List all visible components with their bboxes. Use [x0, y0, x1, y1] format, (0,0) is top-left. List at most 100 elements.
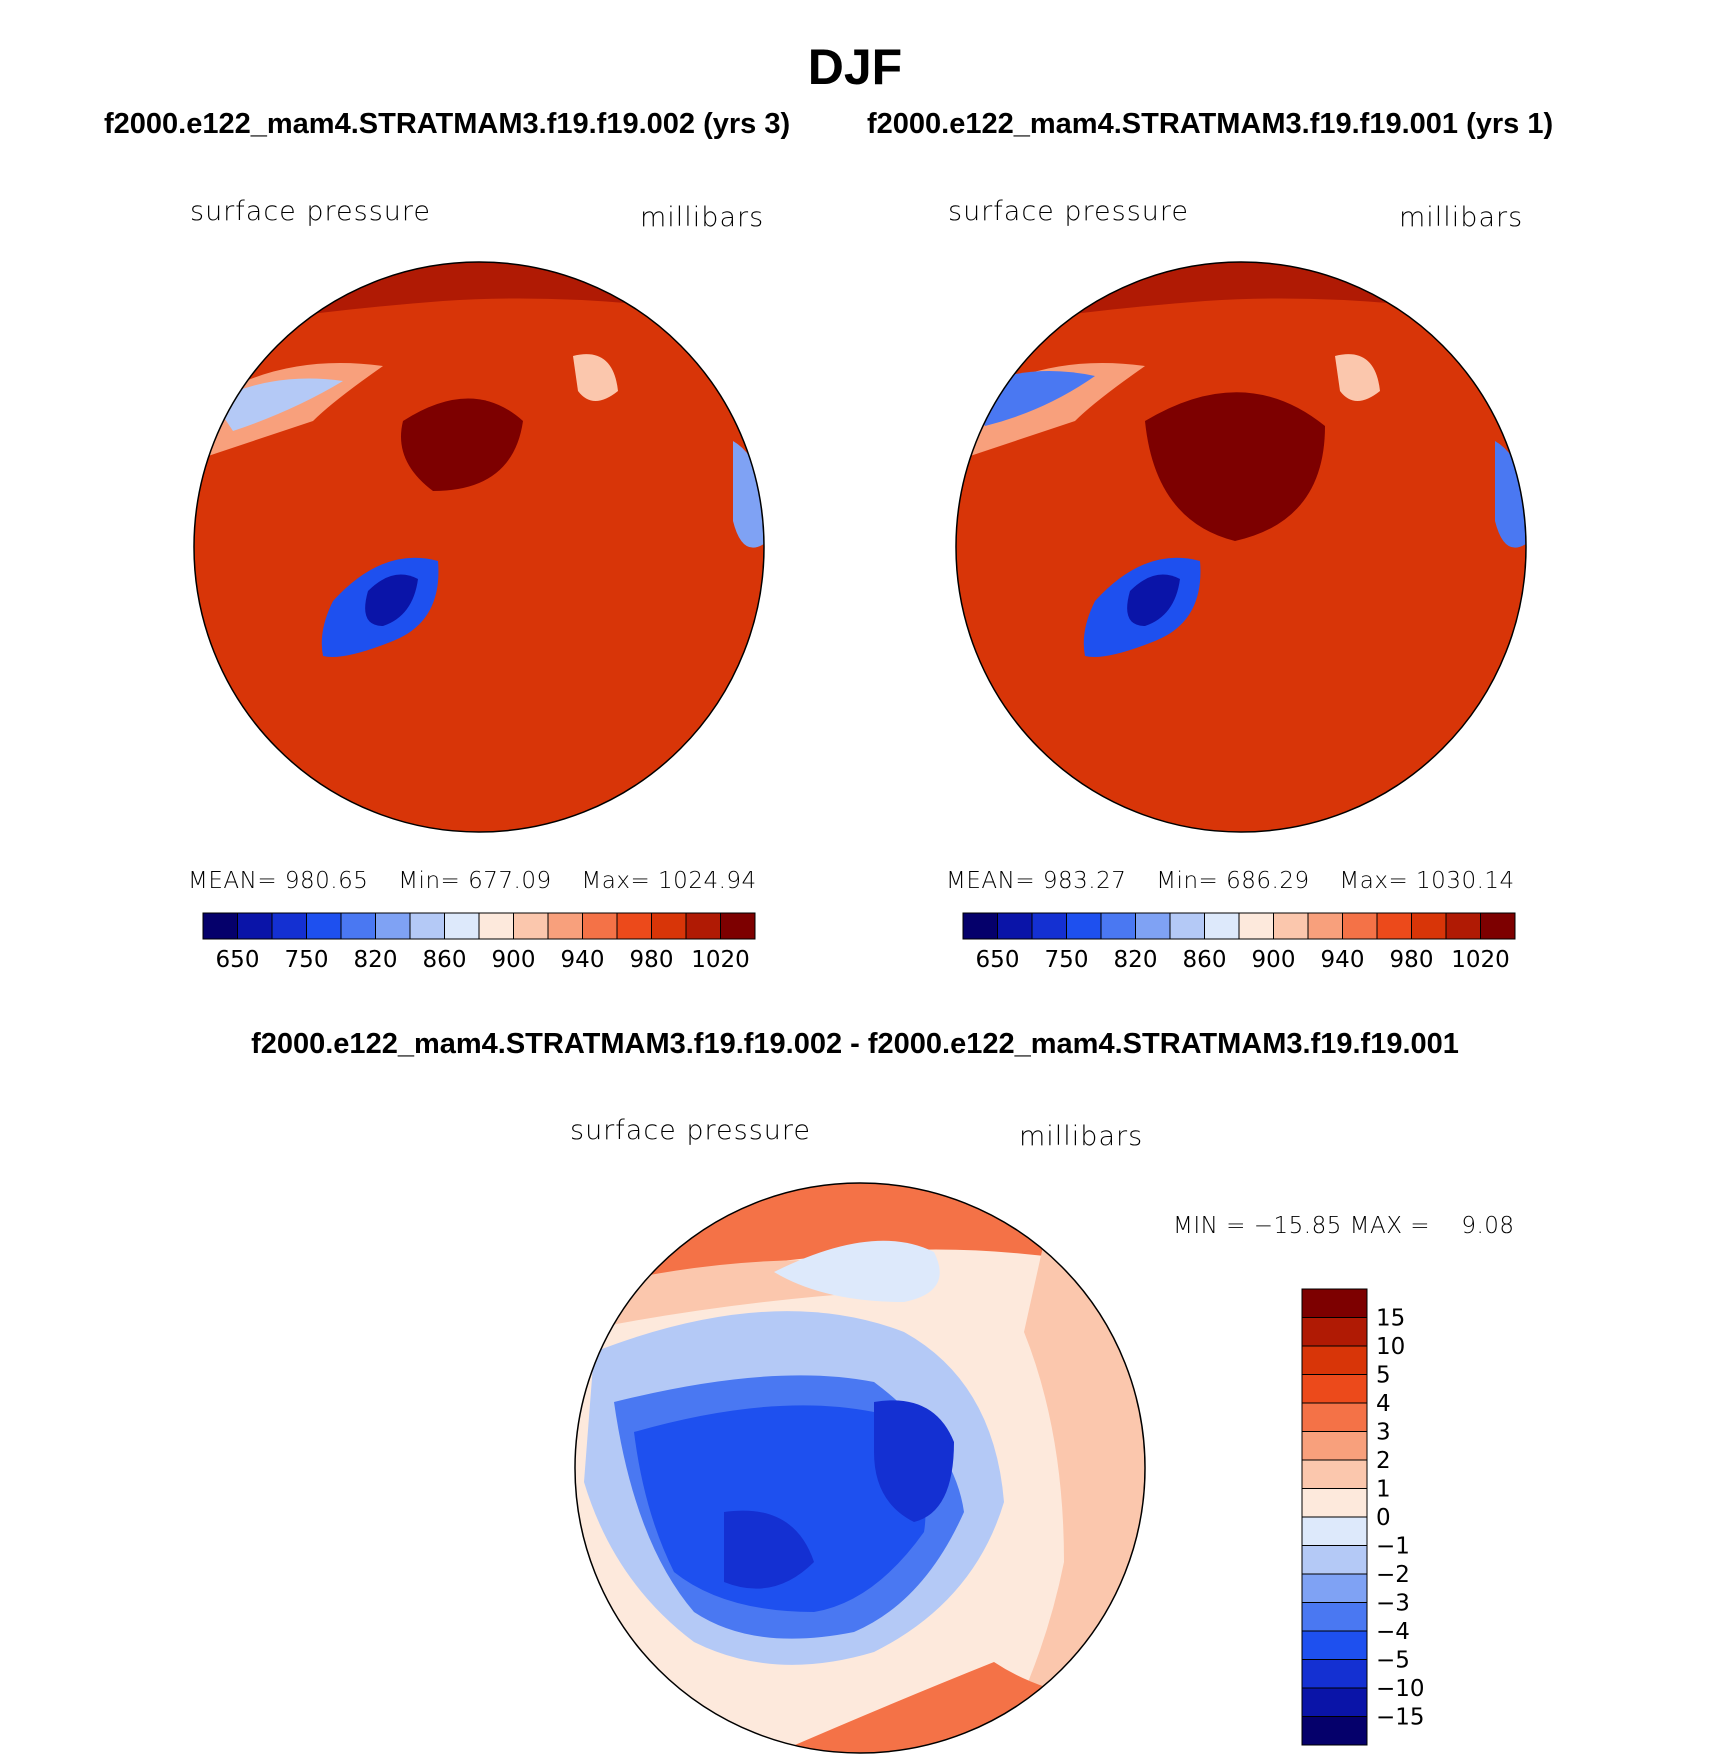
left-colorbar-swatch	[651, 912, 687, 940]
diff-colorbar-tick-label: −15	[1376, 1705, 1425, 1731]
diff-colorbar-swatch	[1301, 1573, 1368, 1603]
diff-colorbar-swatch	[1301, 1374, 1368, 1404]
right-max-label: Max=	[1339, 868, 1409, 894]
right-colorbar-swatch	[997, 912, 1033, 940]
right-min-value: 686.29	[1226, 868, 1310, 894]
right-colorbar-tick-label: 940	[1321, 947, 1365, 973]
right-colorbar-swatch	[1204, 912, 1240, 940]
right-colorbar-swatch	[1273, 912, 1309, 940]
right-colorbar-tick-label: 750	[1045, 947, 1089, 973]
diff-field-patch	[874, 1400, 954, 1522]
right-colorbar-swatch	[1376, 912, 1412, 940]
left-variable-label: surface pressure	[190, 196, 431, 227]
diff-colorbar-tick-label: 3	[1376, 1420, 1391, 1446]
left-min-value: 677.09	[468, 868, 552, 894]
left-map-boundary	[193, 261, 765, 833]
left-colorbar-swatch	[306, 912, 342, 940]
diff-variable-label: surface pressure	[570, 1115, 811, 1146]
right-units-label: millibars	[1399, 202, 1524, 233]
left-colorbar-swatch	[444, 912, 480, 940]
left-colorbar-tick-label: 940	[561, 947, 605, 973]
diff-colorbar-swatch	[1301, 1402, 1368, 1432]
left-case-title: f2000.e122_mam4.STRATMAM3.f19.f19.002 (y…	[104, 108, 791, 140]
diff-colorbar-tick-label: 5	[1376, 1363, 1391, 1389]
left-field-patch	[573, 354, 618, 401]
left-colorbar-swatch	[513, 912, 549, 940]
diff-colorbar-swatch	[1301, 1716, 1368, 1746]
diff-colorbar-swatch	[1301, 1288, 1368, 1318]
right-colorbar-tick-label: 1020	[1451, 947, 1510, 973]
right-field-patch	[1127, 574, 1180, 626]
right-colorbar-swatch	[1066, 912, 1102, 940]
right-field-patch	[1495, 441, 1526, 548]
diff-polar-map	[574, 1182, 1146, 1754]
diff-colorbar-tick-label: −2	[1376, 1562, 1410, 1588]
diff-colorbar-tick-label: −4	[1376, 1619, 1410, 1645]
diff-colorbar-swatch	[1301, 1317, 1368, 1347]
diff-colorbar-swatch	[1301, 1687, 1368, 1717]
diff-colorbar-tick-label: 10	[1376, 1334, 1405, 1360]
left-colorbar-swatch	[237, 912, 273, 940]
diff-field-patch	[724, 1510, 814, 1589]
right-mean-label: MEAN=	[946, 868, 1036, 894]
left-field-patch	[733, 441, 764, 548]
diff-units-label: millibars	[1019, 1121, 1144, 1152]
right-colorbar-tick-label: 650	[976, 947, 1020, 973]
diff-colorbar-swatch	[1301, 1459, 1368, 1489]
diff-colorbar-tick-label: 0	[1376, 1505, 1391, 1531]
left-colorbar-swatch	[685, 912, 721, 940]
right-max-value: 1030.14	[1416, 868, 1515, 894]
left-max-label: Max=	[581, 868, 651, 894]
diff-minmax: MIN = −15.85 MAX = 9.08	[1173, 1213, 1515, 1239]
right-colorbar-tick-label: 860	[1183, 947, 1227, 973]
diff-colorbar-tick-label: −1	[1376, 1534, 1410, 1560]
right-variable-label: surface pressure	[948, 196, 1189, 227]
left-colorbar-swatch	[720, 912, 756, 940]
diff-colorbar-swatch	[1301, 1602, 1368, 1632]
left-colorbar-swatch	[271, 912, 307, 940]
left-field-patch	[213, 378, 343, 431]
right-min-label: Min=	[1156, 868, 1219, 894]
left-colorbar-swatch	[547, 912, 583, 940]
left-field-patch	[401, 398, 523, 491]
diff-colorbar-tick-label: −3	[1376, 1591, 1410, 1617]
right-mean-value: 983.27	[1042, 868, 1127, 894]
right-colorbar-swatch	[1307, 912, 1343, 940]
figure-title: DJF	[807, 39, 903, 95]
left-field-base	[194, 262, 764, 832]
diff-field-patch	[774, 1240, 940, 1302]
left-colorbar-swatch	[202, 912, 238, 940]
left-colorbar-swatch	[409, 912, 445, 940]
diff-colorbar-tick-label: −5	[1376, 1648, 1410, 1674]
diff-colorbar-swatch	[1301, 1345, 1368, 1375]
right-field-patch	[1145, 392, 1325, 541]
left-colorbar-tick-label: 750	[285, 947, 329, 973]
left-min-label: Min=	[398, 868, 461, 894]
diff-colorbar-swatch	[1301, 1431, 1368, 1461]
diff-colorbar-swatch	[1301, 1659, 1368, 1689]
right-colorbar-swatch	[1169, 912, 1205, 940]
left-colorbar-swatch	[340, 912, 376, 940]
diff-colorbar-swatch	[1301, 1630, 1368, 1660]
right-colorbar: 650 750 820 860 900 940 980 1020	[962, 912, 1516, 973]
left-polar-map	[193, 261, 765, 833]
right-colorbar-tick-label: 980	[1390, 947, 1434, 973]
right-field-patch	[1335, 354, 1380, 401]
diff-colorbar-tick-label: 1	[1376, 1477, 1391, 1503]
right-map-boundary	[955, 261, 1527, 833]
right-colorbar-swatch	[1480, 912, 1516, 940]
diff-colorbar-tick-label: −10	[1376, 1676, 1425, 1702]
left-colorbar-swatch	[582, 912, 618, 940]
right-colorbar-swatch	[1445, 912, 1481, 940]
right-stats: MEAN= 983.27 Min= 686.29 Max= 1030.14	[946, 868, 1515, 894]
right-colorbar-swatch	[962, 912, 998, 940]
right-colorbar-tick-label: 820	[1114, 947, 1158, 973]
diff-colorbar-swatch	[1301, 1516, 1368, 1546]
left-colorbar-tick-label: 650	[216, 947, 260, 973]
diff-case-title: f2000.e122_mam4.STRATMAM3.f19.f19.002 - …	[251, 1028, 1459, 1060]
left-colorbar-tick-label: 820	[354, 947, 398, 973]
left-colorbar-tick-label: 980	[630, 947, 674, 973]
left-colorbar: 650 750 820 860 900 940 980 1020	[202, 912, 756, 973]
left-colorbar-swatch	[375, 912, 411, 940]
